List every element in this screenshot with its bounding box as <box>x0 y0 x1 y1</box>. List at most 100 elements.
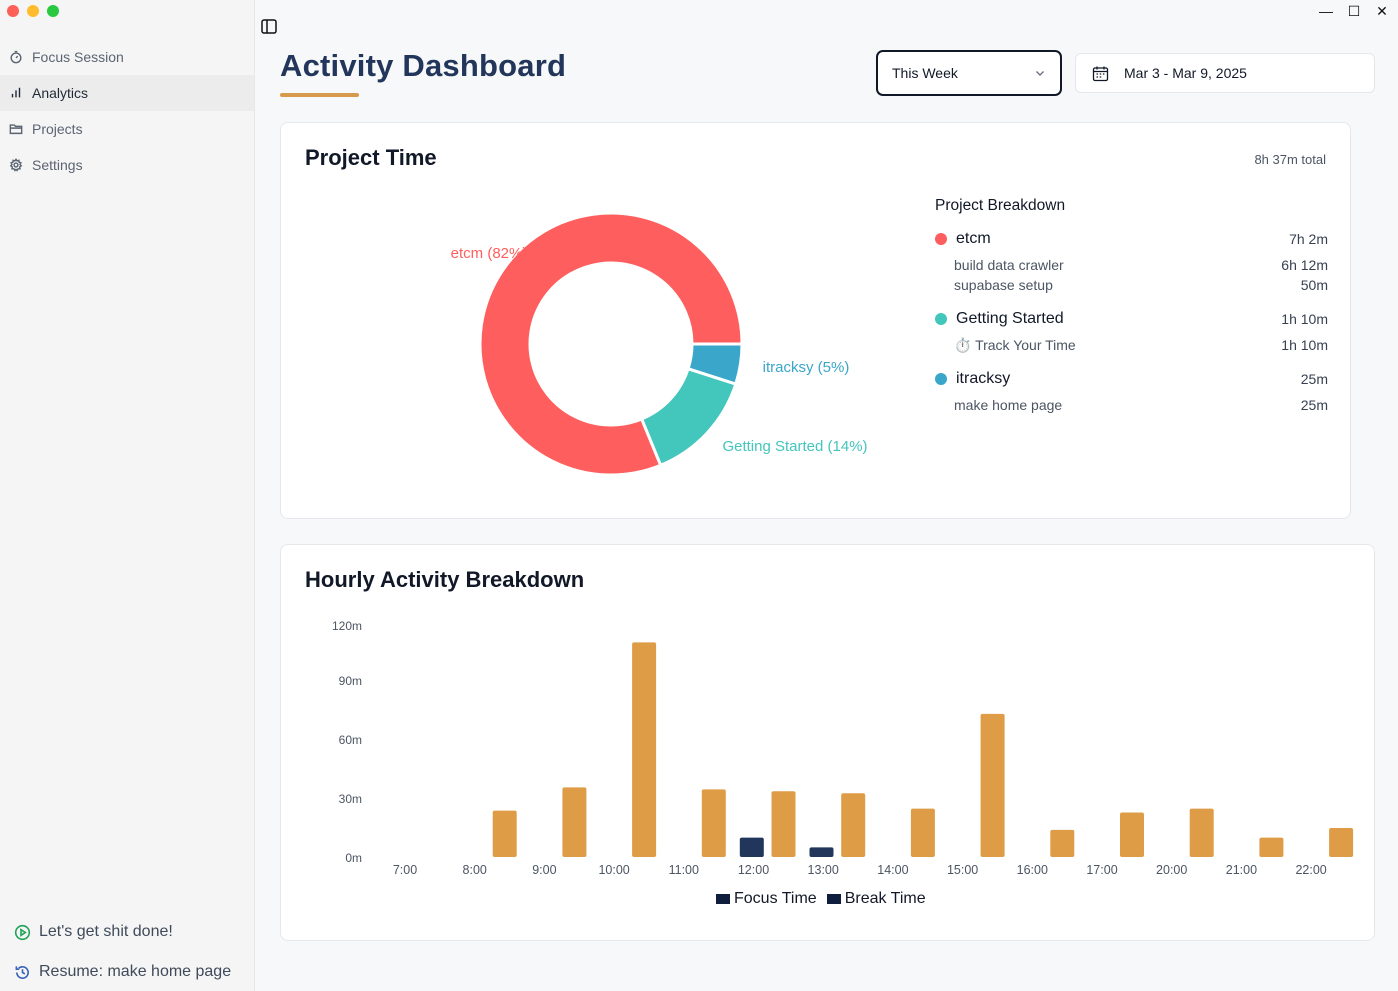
x-tick-label: 11:00 <box>668 863 699 877</box>
chevron-down-icon <box>1036 71 1044 76</box>
sidebar-item-analytics[interactable]: Analytics <box>0 75 254 111</box>
donut-label-getting-started: Getting Started (14%) <box>722 438 867 455</box>
resume-session-label: Resume: make home page <box>39 963 232 980</box>
x-tick-label: 16:00 <box>1016 863 1048 877</box>
sidebar-item-label: Analytics <box>32 85 89 101</box>
sidebar-item-settings[interactable]: Settings <box>0 147 254 183</box>
bar-chart-icon <box>8 85 24 101</box>
task-time: 1h 10m <box>1281 337 1328 353</box>
project-item-etcm[interactable]: etcm 7h 2m build data crawler 6h 12m supab… <box>935 229 1328 295</box>
project-time-card: Project Time 8h 37m total etcm (82%) itr… <box>280 122 1351 519</box>
project-time: 25m <box>1300 371 1328 387</box>
task-row: ⏱️ Track Your Time 1h 10m <box>935 335 1328 355</box>
sidebar-item-label: Projects <box>32 121 83 137</box>
bar-focus-time-11:00[interactable] <box>701 789 726 857</box>
history-icon <box>15 965 29 979</box>
resume-session-button[interactable]: Resume: make home page <box>14 963 231 981</box>
bar-focus-time-8:00[interactable] <box>492 810 517 857</box>
project-time: 7h 2m <box>1289 231 1328 247</box>
minimize-window-button[interactable] <box>27 5 39 17</box>
bar-focus-time-16:00[interactable] <box>1050 829 1075 857</box>
window-controls: — ☐ ✕ <box>1316 2 1392 20</box>
task-row: supabase setup 50m <box>935 275 1328 295</box>
task-name: make home page <box>954 397 1063 413</box>
bar-break-time-11:00[interactable] <box>739 837 764 857</box>
project-time-title: Project Time <box>305 145 437 170</box>
y-tick-label: 30m <box>338 792 362 806</box>
sidebar-nav: Focus Session Analytics Projects Setting… <box>0 39 254 183</box>
project-name: Getting Started <box>956 310 1064 327</box>
title-underline <box>280 93 359 97</box>
bar-focus-time-22:00[interactable] <box>1329 828 1354 857</box>
donut-label-itracksy: itracksy (5%) <box>763 359 850 376</box>
x-tick-label: 13:00 <box>807 863 839 877</box>
timer-icon <box>8 49 24 65</box>
x-tick-label: 7:00 <box>392 863 418 877</box>
x-tick-label: 10:00 <box>598 863 630 877</box>
date-range-text: Mar 3 - Mar 9, 2025 <box>1124 65 1247 81</box>
sidebar: Focus Session Analytics Projects Setting… <box>0 0 255 991</box>
hourly-activity-card: Hourly Activity Breakdown 120m 90m 60m 3… <box>280 544 1375 941</box>
project-color-dot <box>935 373 947 385</box>
project-item-getting-started[interactable]: Getting Started 1h 10m ⏱️ Track Your Time… <box>935 309 1328 355</box>
bar-focus-time-20:00[interactable] <box>1189 808 1214 857</box>
legend-swatch-break <box>826 894 841 904</box>
bar-focus-time-17:00[interactable] <box>1120 812 1144 857</box>
donut-slice-etcm[interactable] <box>478 211 744 477</box>
bar-break-time-12:00[interactable] <box>809 847 834 857</box>
bar-focus-time-14:00[interactable] <box>910 808 935 857</box>
play-circle-icon <box>14 924 31 940</box>
maximize-icon[interactable]: ☐ <box>1347 2 1361 19</box>
legend-label-focus: Focus Time <box>734 890 817 907</box>
zoom-window-button[interactable] <box>47 5 59 17</box>
task-time: 6h 12m <box>1281 257 1328 273</box>
bar-focus-time-15:00[interactable] <box>980 713 1005 857</box>
donut-slice-getting-started[interactable] <box>639 366 738 468</box>
stopwatch-icon: ⏱️ <box>954 336 972 353</box>
hourly-bar-chart <box>492 642 1354 857</box>
project-color-dot <box>935 313 947 325</box>
window-traffic-lights <box>7 5 59 17</box>
close-window-button[interactable] <box>7 5 19 17</box>
x-tick-label: 15:00 <box>946 863 979 877</box>
bar-focus-time-12:00[interactable] <box>771 791 796 857</box>
task-name: Track Your Time <box>975 336 1076 353</box>
close-icon[interactable]: ✕ <box>1376 2 1388 19</box>
y-tick-label: 90m <box>338 674 362 688</box>
calendar-icon <box>1092 66 1109 81</box>
project-donut-chart: etcm (82%) itracksy (5%) Getting Started… <box>451 211 868 477</box>
project-name: itracksy <box>956 370 1011 387</box>
project-time: 1h 10m <box>1281 311 1328 327</box>
x-tick-label: 14:00 <box>877 863 909 877</box>
toggle-sidebar-icon[interactable] <box>261 19 277 34</box>
donut-label-etcm: etcm (82%) <box>451 245 528 262</box>
start-session-label: Let's get shit done! <box>39 923 173 940</box>
x-tick-label: 17:00 <box>1086 863 1118 877</box>
x-tick-label: 9:00 <box>532 863 557 877</box>
sidebar-item-focus-session[interactable]: Focus Session <box>0 39 254 75</box>
bar-focus-time-13:00[interactable] <box>841 793 866 857</box>
project-name: etcm <box>956 230 991 247</box>
sidebar-item-projects[interactable]: Projects <box>0 111 254 147</box>
chart-legend: Focus Time Break Time <box>716 890 926 908</box>
bar-focus-time-10:00[interactable] <box>632 642 657 857</box>
task-name: supabase setup <box>954 277 1053 293</box>
total-time: 8h 37m total <box>1254 152 1326 167</box>
date-range-picker[interactable]: Mar 3 - Mar 9, 2025 <box>1075 53 1375 93</box>
task-time: 50m <box>1300 277 1328 293</box>
start-session-button[interactable]: Let's get shit done! <box>14 923 173 941</box>
project-breakdown-title: Project Breakdown <box>935 197 1066 214</box>
folder-icon <box>8 121 24 137</box>
hourly-activity-title: Hourly Activity Breakdown <box>305 567 585 592</box>
task-row: make home page 25m <box>935 395 1328 415</box>
bar-focus-time-21:00[interactable] <box>1259 837 1284 857</box>
x-tick-label: 22:00 <box>1295 863 1327 877</box>
minimize-icon[interactable]: — <box>1319 3 1333 19</box>
project-item-itracksy[interactable]: itracksy 25m make home page 25m <box>935 369 1328 415</box>
period-select-value: This Week <box>892 65 958 81</box>
period-select[interactable]: This Week <box>876 50 1062 96</box>
bar-focus-time-9:00[interactable] <box>562 787 587 857</box>
project-color-dot <box>935 233 947 245</box>
task-row: build data crawler 6h 12m <box>935 255 1328 275</box>
x-tick-label: 12:00 <box>737 863 770 877</box>
